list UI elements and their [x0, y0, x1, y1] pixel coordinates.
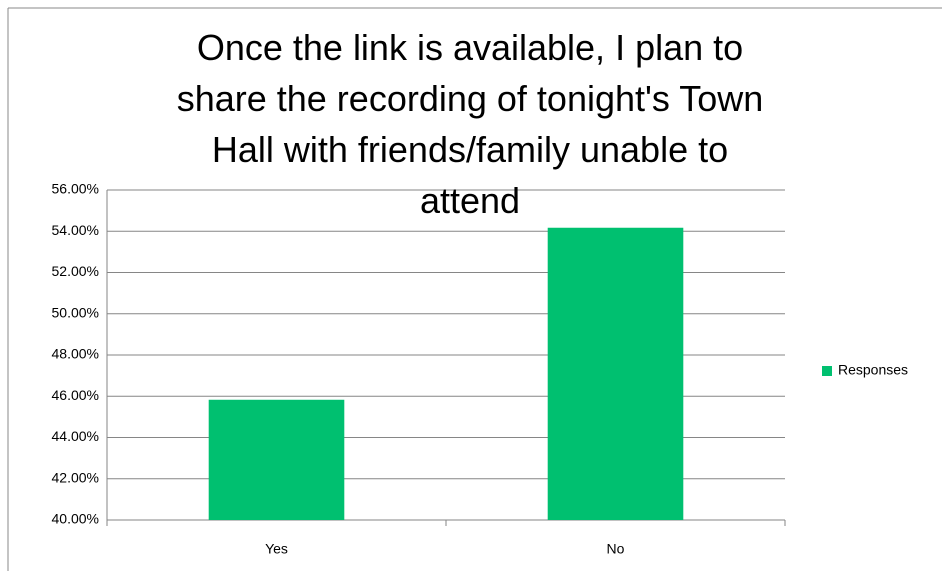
legend-swatch — [822, 366, 832, 376]
x-tick-label: Yes — [265, 541, 288, 557]
chart-title: Once the link is available, I plan to sh… — [176, 27, 764, 221]
bar — [547, 227, 684, 520]
y-tick-label: 52.00% — [52, 263, 99, 279]
legend-label: Responses — [838, 362, 908, 378]
y-tick-label: 54.00% — [52, 222, 99, 238]
x-tick-label: No — [607, 541, 625, 557]
y-tick-label: 42.00% — [52, 469, 99, 485]
y-tick-label: 56.00% — [52, 181, 99, 197]
y-tick-label: 44.00% — [52, 428, 99, 444]
bar — [208, 399, 345, 520]
y-tick-label: 40.00% — [52, 511, 99, 527]
y-tick-label: 48.00% — [52, 346, 99, 362]
y-tick-label: 46.00% — [52, 387, 99, 403]
y-tick-label: 50.00% — [52, 304, 99, 320]
